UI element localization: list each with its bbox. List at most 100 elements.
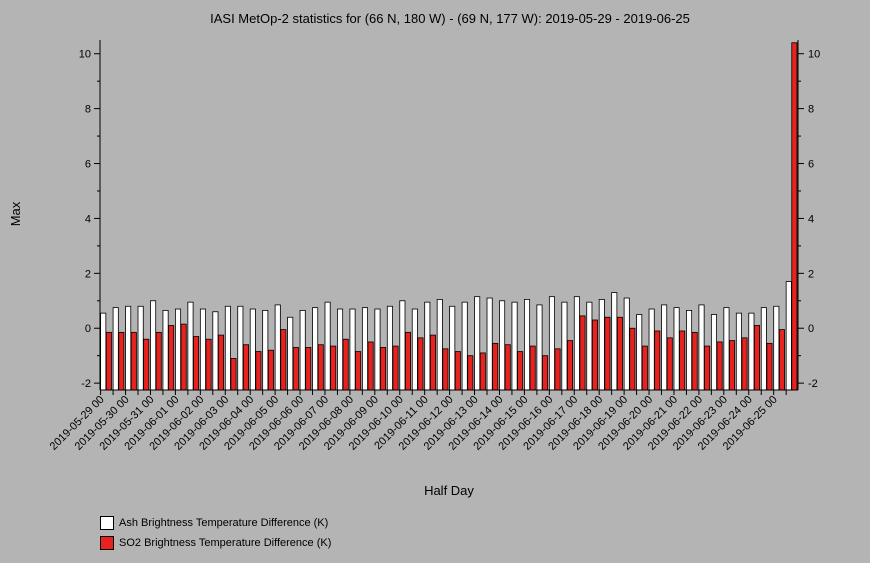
- so2-bar: [367, 341, 374, 391]
- ash-bar: [424, 301, 431, 391]
- ash-bar: [137, 305, 144, 391]
- so2-bar: [629, 327, 636, 391]
- y-tick-label-right: 8: [808, 104, 814, 116]
- legend-swatch-ash: [100, 516, 114, 530]
- ash-bar: [411, 308, 418, 391]
- so2-bar: [741, 337, 748, 391]
- so2-bar: [380, 347, 387, 391]
- ash-bar: [524, 299, 531, 391]
- ash-bar: [648, 308, 655, 391]
- ash-bar: [598, 299, 605, 391]
- y-tick-label-left: 10: [79, 49, 91, 61]
- so2-bar: [704, 345, 711, 391]
- legend-item-so2: SO2 Brightness Temperature Difference (K…: [100, 533, 331, 553]
- y-tick-label-left: 8: [85, 104, 91, 116]
- ash-bar: [735, 312, 742, 391]
- so2-bar: [442, 348, 449, 391]
- y-tick-label-right: 2: [808, 268, 814, 280]
- so2-bar: [218, 334, 225, 391]
- ash-bar: [249, 308, 256, 391]
- legend-label-ash: Ash Brightness Temperature Difference (K…: [119, 517, 329, 529]
- so2-bar: [155, 331, 162, 391]
- ash-bar: [536, 304, 543, 391]
- ash-bar: [760, 307, 767, 391]
- legend-swatch-so2: [100, 536, 114, 550]
- y-axis-label: Max: [8, 201, 23, 226]
- y-tick-label-right: 0: [808, 323, 814, 335]
- ash-bar: [112, 307, 119, 391]
- so2-bar: [118, 331, 125, 391]
- ash-bar: [710, 314, 717, 391]
- y-ticks-right: -2 0 2 4 6 8 10: [798, 49, 820, 390]
- so2-bar: [504, 344, 511, 391]
- so2-bar: [766, 342, 773, 391]
- so2-bar: [778, 329, 785, 391]
- so2-bar: [355, 351, 362, 391]
- ash-bar: [399, 300, 406, 391]
- ash-bar: [586, 301, 593, 391]
- ash-bar: [436, 299, 443, 391]
- so2-bar: [280, 329, 287, 391]
- so2-bar: [429, 334, 436, 391]
- ash-bar: [224, 305, 231, 391]
- so2-bar: [666, 337, 673, 391]
- ash-bar: [349, 308, 356, 391]
- so2-bar: [654, 330, 661, 391]
- ash-bar: [698, 304, 705, 391]
- y-tick-label-left: 6: [85, 159, 91, 171]
- ash-bar: [723, 307, 730, 391]
- y-tick-label-right: 6: [808, 159, 814, 171]
- so2-bar: [105, 331, 112, 391]
- x-axis-label: Half Day: [424, 483, 474, 498]
- so2-bar: [542, 355, 549, 391]
- ash-bars: [100, 281, 792, 391]
- so2-bar: [591, 319, 598, 391]
- so2-bar: [205, 338, 212, 391]
- ash-bar: [548, 296, 555, 391]
- so2-bar: [454, 351, 461, 391]
- so2-bar: [579, 315, 586, 391]
- so2-bar: [554, 348, 561, 391]
- ash-bar: [287, 316, 294, 391]
- so2-bar: [267, 349, 274, 391]
- ash-bar: [237, 305, 244, 391]
- ash-bar: [299, 309, 306, 391]
- ash-bar: [262, 309, 269, 391]
- ash-bar: [187, 301, 194, 391]
- ash-bar: [361, 307, 368, 391]
- y-tick-label-right: 10: [808, 49, 820, 61]
- ash-bar: [162, 309, 169, 391]
- so2-bar: [517, 351, 524, 391]
- ash-bar: [337, 308, 344, 391]
- so2-bar: [230, 358, 237, 391]
- y-tick-label-left: 0: [85, 323, 91, 335]
- ash-bar: [175, 308, 182, 391]
- ash-bar: [773, 305, 780, 391]
- so2-bar: [193, 336, 200, 391]
- so2-bar: [716, 341, 723, 391]
- ash-bar: [511, 301, 518, 391]
- ash-bar: [561, 301, 568, 391]
- so2-bar: [168, 325, 175, 391]
- so2-bar: [330, 345, 337, 391]
- y-tick-label-right: 4: [808, 213, 814, 225]
- so2-bar: [679, 330, 686, 391]
- ash-bar: [199, 308, 206, 391]
- so2-bar: [604, 316, 611, 391]
- so2-bar: [292, 347, 299, 391]
- ash-bar: [312, 307, 319, 391]
- ash-bar: [623, 297, 630, 391]
- so2-bar: [317, 344, 324, 391]
- axes: [99, 40, 799, 391]
- ash-bar: [274, 304, 281, 391]
- ash-bar: [785, 281, 792, 391]
- ash-bar: [449, 305, 456, 391]
- so2-bar: [753, 325, 761, 391]
- so2-bar: [305, 347, 312, 391]
- ash-bar: [748, 312, 755, 391]
- ash-bar: [461, 301, 468, 391]
- so2-bar: [616, 316, 623, 391]
- so2-bar: [467, 355, 474, 391]
